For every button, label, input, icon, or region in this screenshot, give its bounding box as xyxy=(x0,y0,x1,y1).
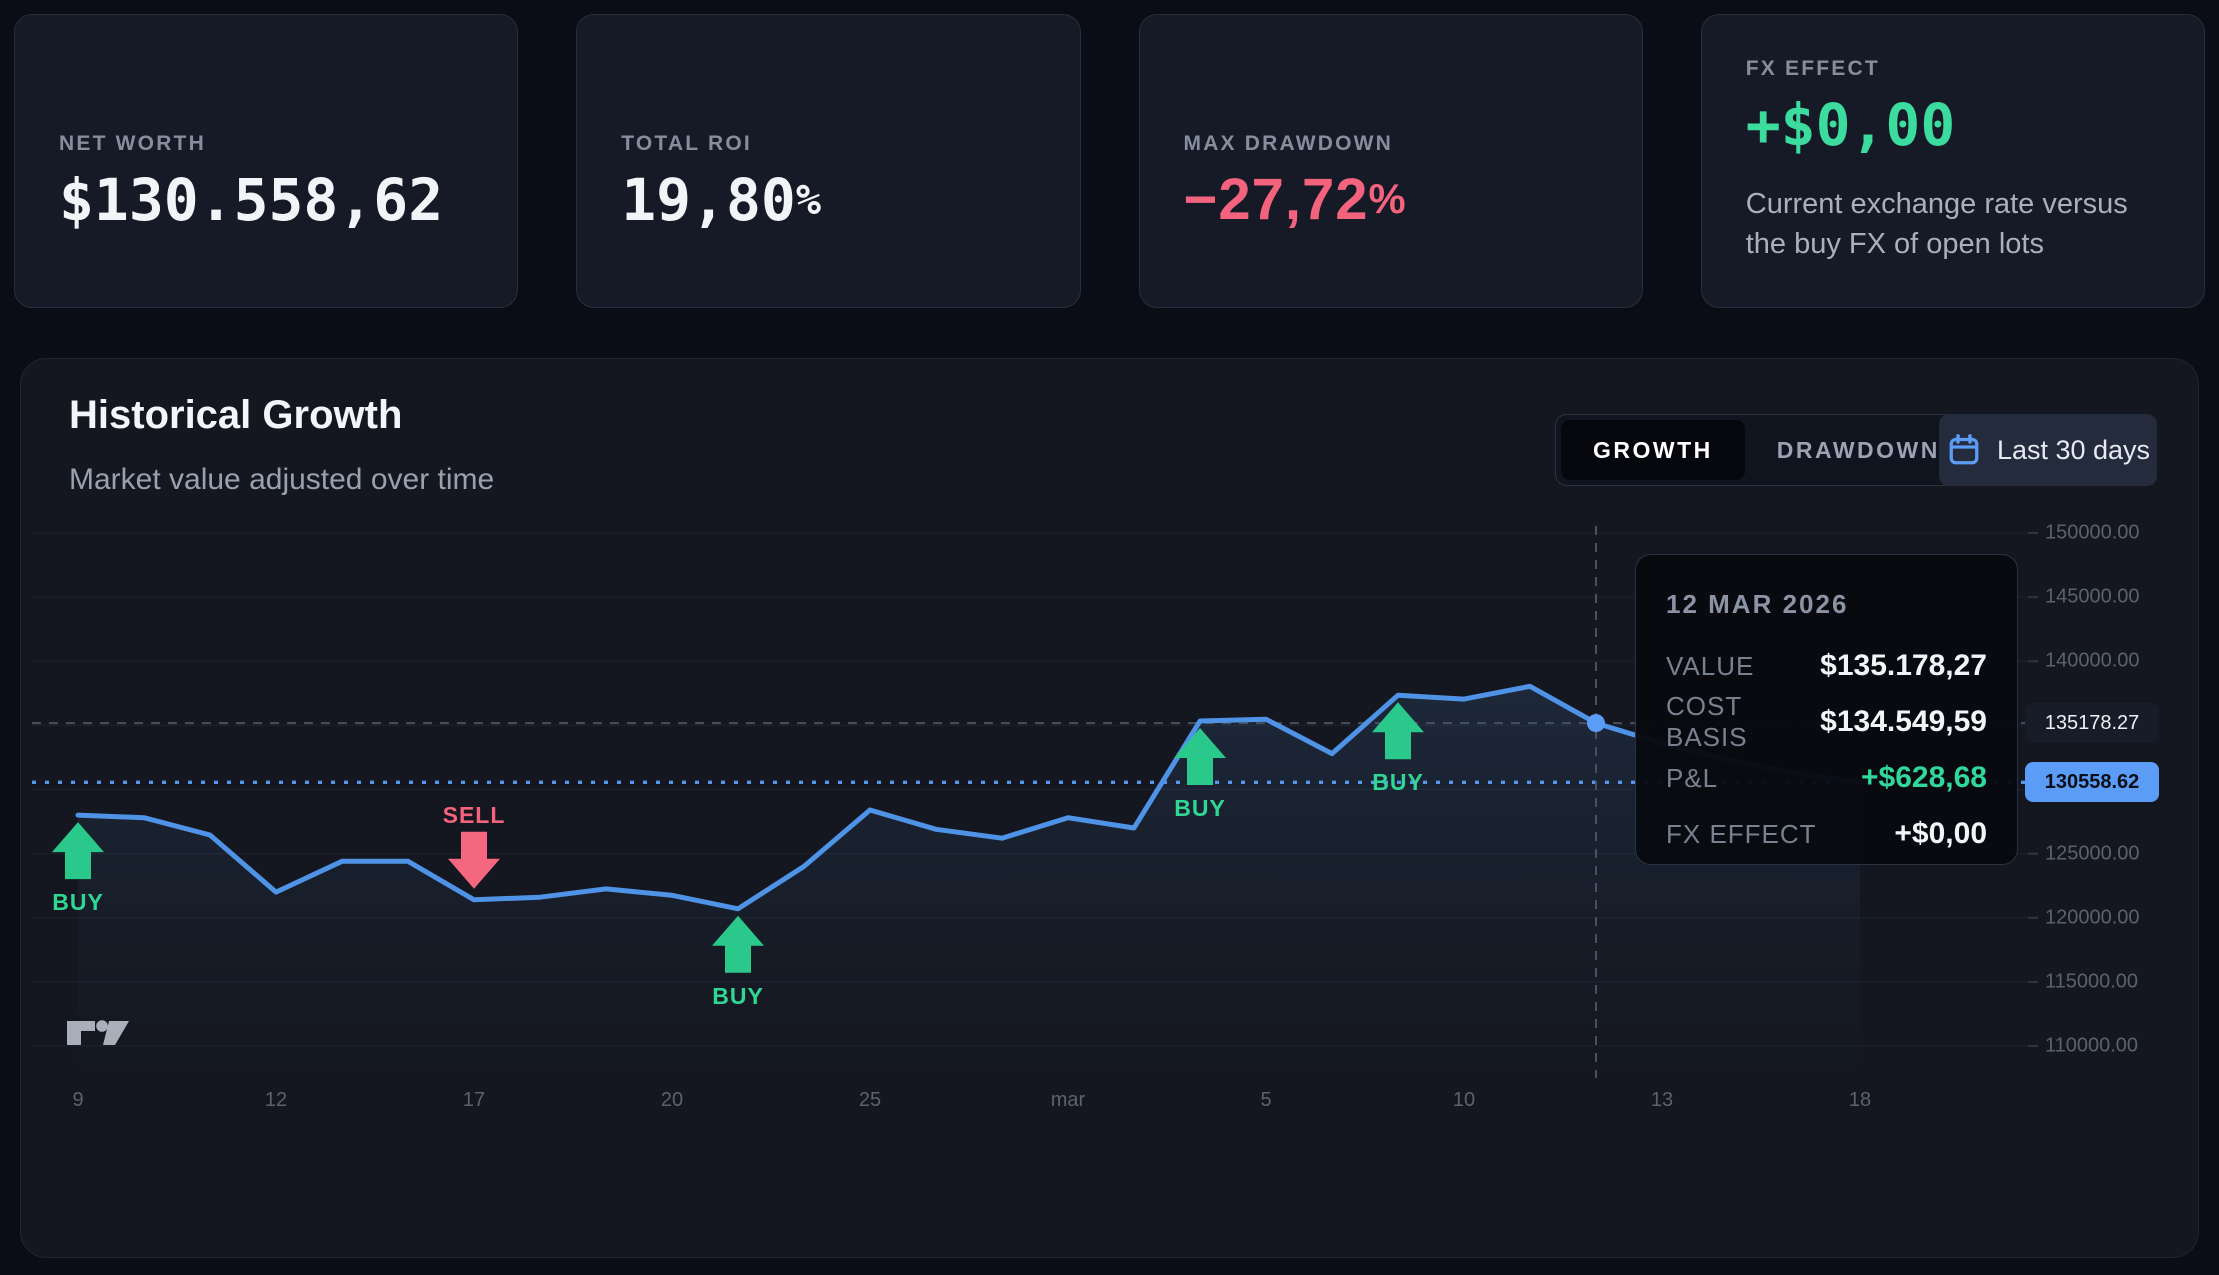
total-roi-value: 19,80% xyxy=(621,165,821,234)
tradingview-logo-icon xyxy=(67,1020,129,1045)
buy-marker-icon xyxy=(1174,728,1226,786)
tooltip-row-cost-basis: COST BASIS $134.549,59 xyxy=(1666,691,1987,752)
chart-tooltip: 12 MAR 2026 VALUE $135.178,27 COST BASIS… xyxy=(1635,554,2018,865)
tooltip-row-pnl: P&L +$628,68 xyxy=(1666,750,1987,806)
calendar-icon xyxy=(1949,434,1979,465)
tooltip-label: P&L xyxy=(1666,762,1719,793)
max-drawdown-value: −27,72% xyxy=(1183,166,1407,232)
historical-growth-panel: Historical Growth Market value adjusted … xyxy=(20,358,2199,1258)
buy-marker-icon xyxy=(712,915,764,973)
tooltip-label: FX EFFECT xyxy=(1666,818,1817,849)
sell-marker-icon xyxy=(448,831,500,889)
buy-marker-label: BUY xyxy=(52,889,104,915)
crosshair-dot xyxy=(1587,714,1605,733)
date-range-label: Last 30 days xyxy=(1996,434,2151,465)
growth-drawdown-toggle: GROWTH DRAWDOWN xyxy=(1555,414,1978,486)
growth-line-chart[interactable]: BUY SELL BUY BUY BUY xyxy=(21,359,2197,1256)
date-range-button[interactable]: Last 30 days xyxy=(1939,414,2157,486)
buy-marker-label: BUY xyxy=(712,983,764,1009)
total-roi-card: TOTAL ROI 19,80% xyxy=(576,14,1081,308)
buy-marker-label: BUY xyxy=(1174,795,1226,821)
fx-effect-value: +$0,00 xyxy=(1745,91,1956,159)
tooltip-label: VALUE xyxy=(1666,650,1755,681)
sell-marker-label: SELL xyxy=(443,802,506,828)
tab-drawdown[interactable]: DRAWDOWN xyxy=(1745,420,1972,480)
net-worth-label: NET WORTH xyxy=(59,131,206,155)
buy-marker-icon xyxy=(1372,702,1424,760)
fx-effect-card: FX EFFECT +$0,00 Current exchange rate v… xyxy=(1700,14,2205,308)
tooltip-value: $134.549,59 xyxy=(1820,705,1987,738)
total-roi-label: TOTAL ROI xyxy=(621,131,752,155)
net-worth-value: $130.558,62 xyxy=(59,165,444,234)
page-title: Historical Growth xyxy=(69,393,403,437)
tooltip-row-value: VALUE $135.178,27 xyxy=(1666,638,1987,694)
tooltip-value: +$628,68 xyxy=(1861,761,1987,794)
tooltip-value: $135.178,27 xyxy=(1820,649,1987,682)
net-worth-card: NET WORTH $130.558,62 xyxy=(14,14,519,308)
tab-growth[interactable]: GROWTH xyxy=(1561,420,1745,480)
max-drawdown-card: MAX DRAWDOWN −27,72% xyxy=(1138,14,1643,308)
panel-subtitle: Market value adjusted over time xyxy=(69,463,495,496)
buy-marker-icon xyxy=(52,822,104,880)
tooltip-row-fx-effect: FX EFFECT +$0,00 xyxy=(1666,806,1987,862)
stats-row: NET WORTH $130.558,62 TOTAL ROI 19,80% M… xyxy=(14,14,2205,308)
tooltip-value: +$0,00 xyxy=(1894,817,1987,850)
max-drawdown-label: MAX DRAWDOWN xyxy=(1183,131,1394,155)
tooltip-label: COST BASIS xyxy=(1666,691,1748,752)
fx-effect-label: FX EFFECT xyxy=(1745,57,1880,80)
buy-marker-label: BUY xyxy=(1372,769,1424,795)
tooltip-date: 12 MAR 2026 xyxy=(1666,589,1849,619)
fx-effect-description: Current exchange rate versus the buy FX … xyxy=(1745,187,2128,260)
